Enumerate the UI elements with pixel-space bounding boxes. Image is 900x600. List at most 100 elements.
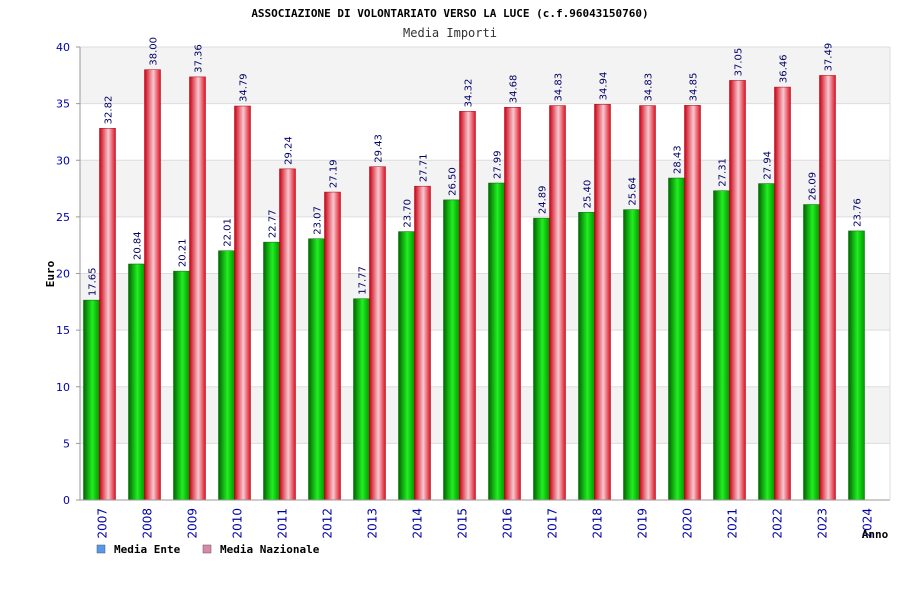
data-label-media-nazionale-2023: 37.49: [824, 43, 835, 72]
data-label-media-nazionale-2008: 38.00: [149, 37, 160, 66]
legend: Media Ente Media Nazionale: [96, 543, 320, 556]
bar-media-ente-2017: [533, 217, 550, 501]
y-tick-label: 35: [56, 98, 70, 111]
data-label-media-nazionale-2009: 37.36: [194, 44, 205, 73]
x-tick-label-2009: 2009: [186, 508, 200, 539]
legend-label-media-ente: Media Ente: [114, 543, 181, 556]
data-label-media-nazionale-2014: 27.71: [419, 154, 430, 183]
data-labels: 17.65 32.82 20.84 38.00 20.21 37.36 22.01 34.79…: [88, 37, 864, 296]
axes: [79, 47, 891, 501]
bar-media-ente-2018: [578, 212, 595, 501]
data-label-media-nazionale-2022: 36.46: [779, 54, 790, 83]
bar-media-ente-2008: [128, 263, 145, 501]
data-label-media-ente-2012: 23.07: [313, 206, 324, 235]
bar-media-ente-2020: [668, 177, 685, 501]
bar-media-nazionale-2016: [504, 106, 521, 501]
bar-media-nazionale-2013: [369, 166, 386, 501]
y-tick-label: 0: [63, 494, 70, 507]
data-label-media-ente-2013: 17.77: [358, 266, 369, 295]
y-tick-label: 40: [56, 41, 70, 54]
data-label-media-nazionale-2020: 34.85: [689, 73, 700, 102]
data-label-media-ente-2019: 25.64: [628, 177, 639, 206]
bar-media-nazionale-2019: [639, 105, 656, 501]
x-tick-label-2020: 2020: [681, 508, 695, 539]
data-label-media-nazionale-2007: 32.82: [104, 96, 115, 125]
x-tick-label-2007: 2007: [96, 508, 110, 539]
data-label-media-nazionale-2012: 27.19: [329, 159, 340, 188]
chart-subtitle: Media Importi: [403, 26, 497, 40]
data-label-media-ente-2007: 17.65: [88, 267, 99, 296]
x-tick-label-2017: 2017: [546, 508, 560, 539]
bar-media-nazionale-2023: [819, 75, 836, 501]
x-tick-label-2010: 2010: [231, 508, 245, 539]
data-label-media-ente-2011: 22.77: [268, 209, 279, 238]
bar-media-nazionale-2009: [189, 76, 206, 501]
legend-swatch-media-ente: [96, 544, 106, 554]
data-label-media-ente-2024: 23.76: [853, 198, 864, 227]
plot-band: [80, 160, 890, 217]
bar-media-nazionale-2008: [144, 69, 161, 501]
chart-title: ASSOCIAZIONE DI VOLONTARIATO VERSO LA LU…: [251, 7, 648, 20]
bar-media-ente-2013: [353, 298, 370, 501]
x-axis-ticks: 2007 2008 2009 2010 2011 2012 2013 2014 2015 2016…: [96, 508, 875, 539]
x-tick-label-2019: 2019: [636, 508, 650, 539]
bar-media-ente-2021: [713, 190, 730, 501]
data-label-media-nazionale-2011: 29.24: [284, 136, 295, 165]
x-tick-label-2012: 2012: [321, 508, 335, 539]
x-tick-label-2011: 2011: [276, 508, 290, 539]
bar-media-ente-2022: [758, 183, 775, 501]
data-label-media-nazionale-2010: 34.79: [239, 73, 250, 102]
x-axis-label: Anno: [862, 528, 889, 541]
bar-media-nazionale-2021: [729, 80, 746, 501]
legend-swatch-media-nazionale: [202, 544, 212, 554]
bar-media-ente-2016: [488, 182, 505, 501]
bar-media-ente-2009: [173, 270, 190, 501]
bar-media-ente-2024: [848, 230, 865, 501]
data-label-media-ente-2020: 28.43: [673, 145, 684, 174]
bar-media-nazionale-2012: [324, 191, 341, 501]
bar-media-nazionale-2011: [279, 168, 296, 501]
y-tick-label: 30: [56, 154, 70, 167]
bar-media-ente-2019: [623, 209, 640, 501]
x-tick-label-2024: 2024: [861, 508, 875, 539]
data-label-media-nazionale-2015: 34.32: [464, 79, 475, 108]
data-label-media-ente-2017: 24.89: [538, 185, 549, 214]
plot-band: [80, 273, 890, 331]
bar-media-nazionale-2017: [549, 105, 566, 501]
y-tick-label: 5: [63, 437, 70, 450]
plot-band: [80, 386, 890, 444]
gridlines: [80, 46, 890, 501]
data-label-media-ente-2021: 27.31: [718, 158, 729, 187]
bar-media-ente-2012: [308, 238, 325, 501]
y-tick-label: 10: [56, 381, 70, 394]
x-tick-label-2015: 2015: [456, 508, 470, 539]
bar-media-ente-2007: [83, 299, 100, 501]
bar-media-nazionale-2022: [774, 86, 791, 501]
bar-media-nazionale-2007: [99, 128, 116, 501]
x-tick-label-2021: 2021: [726, 508, 740, 539]
data-label-media-ente-2008: 20.84: [133, 231, 144, 260]
x-tick-label-2013: 2013: [366, 508, 380, 539]
bar-media-ente-2014: [398, 231, 415, 501]
data-label-media-ente-2016: 27.99: [493, 150, 504, 179]
bar-media-nazionale-2014: [414, 185, 431, 501]
bar-media-nazionale-2015: [459, 111, 476, 501]
data-label-media-ente-2018: 25.40: [583, 180, 594, 209]
bar-media-ente-2010: [218, 250, 235, 501]
x-tick-label-2008: 2008: [141, 508, 155, 539]
data-label-media-ente-2015: 26.50: [448, 167, 459, 196]
y-axis-ticks: 0 5 10 15 20 25 30 35 40: [56, 41, 80, 507]
data-label-media-ente-2014: 23.70: [403, 199, 414, 228]
x-tick-label-2022: 2022: [771, 508, 785, 539]
bar-media-nazionale-2020: [684, 105, 701, 501]
x-tick-label-2014: 2014: [411, 508, 425, 539]
y-tick-label: 25: [56, 211, 70, 224]
x-tick-label-2023: 2023: [816, 508, 830, 539]
data-label-media-nazionale-2018: 34.94: [599, 72, 610, 101]
y-tick-label: 15: [56, 324, 70, 337]
data-label-media-nazionale-2016: 34.68: [509, 75, 520, 104]
bar-media-ente-2015: [443, 199, 460, 501]
bar-media-nazionale-2010: [234, 105, 251, 501]
data-label-media-ente-2023: 26.09: [808, 172, 819, 201]
x-tick-label-2018: 2018: [591, 508, 605, 539]
